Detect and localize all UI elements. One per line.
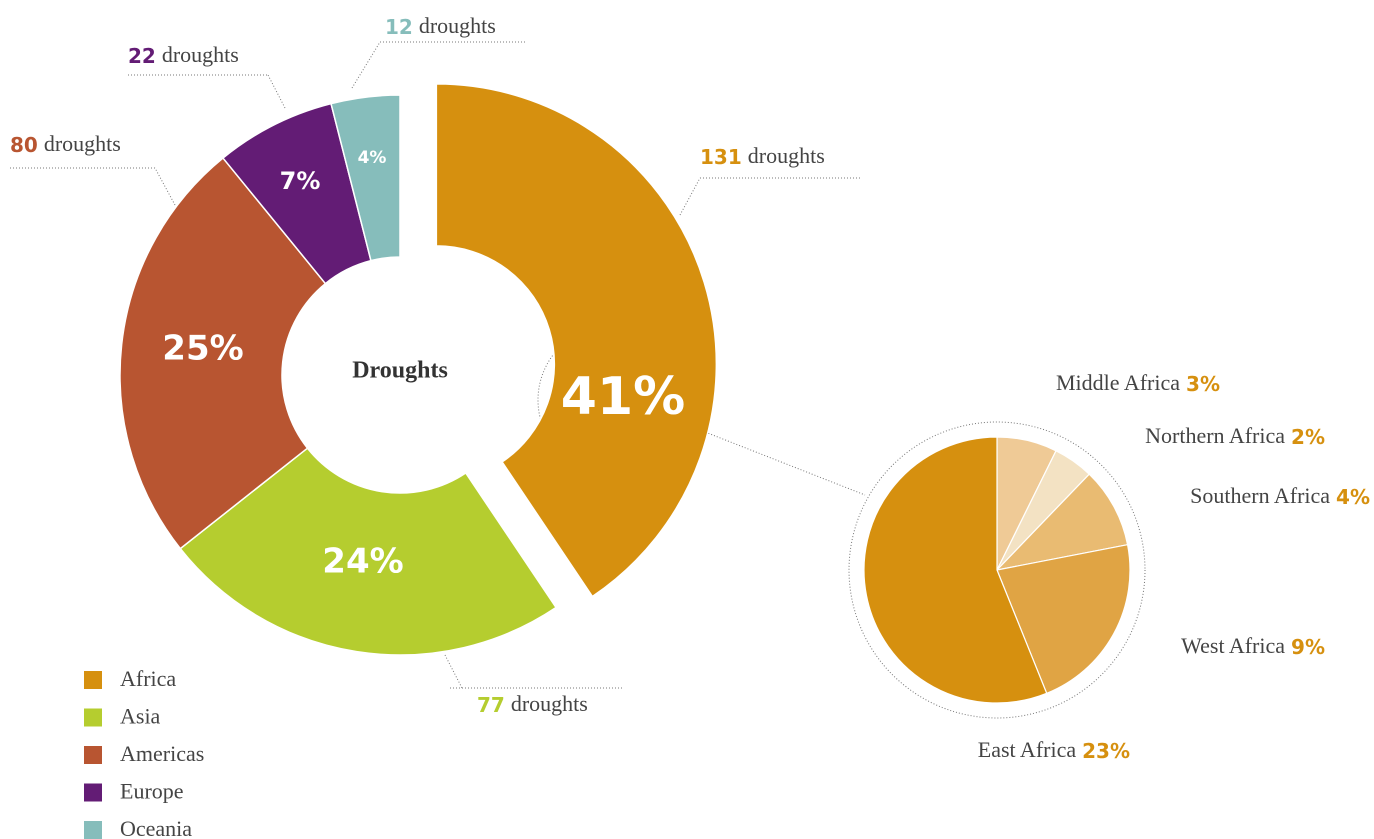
count-unit: droughts	[162, 42, 239, 67]
legend-swatch	[84, 671, 102, 689]
sub-name: East Africa	[978, 737, 1077, 762]
leader-line	[154, 167, 176, 206]
count-label: 22 droughts	[128, 42, 239, 67]
count-unit: droughts	[748, 143, 825, 168]
donut-slice	[179, 447, 558, 656]
legend-label: Europe	[120, 779, 184, 804]
leader-line	[444, 654, 463, 689]
sub-value: 3%	[1186, 372, 1220, 396]
legend-swatch	[84, 708, 102, 727]
legend-swatch	[84, 821, 102, 839]
legend-swatch	[84, 746, 102, 764]
sub-label: Northern Africa 2%	[1145, 423, 1325, 448]
percent-label: 25%	[162, 329, 243, 369]
count-label: 131 droughts	[700, 143, 825, 168]
sub-value: 2%	[1291, 425, 1325, 449]
count-value: 80	[10, 133, 38, 157]
center-label: Droughts	[352, 358, 448, 384]
count-unit: droughts	[511, 691, 588, 716]
percent-label: 41%	[561, 367, 685, 427]
count-value: 77	[477, 693, 505, 717]
sub-name: Southern Africa	[1190, 483, 1330, 508]
percent-label: 7%	[280, 167, 321, 195]
sub-name: Middle Africa	[1056, 370, 1180, 395]
callout-line	[699, 429, 866, 496]
count-value: 12	[385, 15, 413, 39]
donut-slice	[435, 83, 718, 598]
sub-label: Middle Africa 3%	[1056, 370, 1220, 395]
count-unit: droughts	[419, 13, 496, 38]
sub-pie-ring	[848, 421, 1146, 719]
sub-label: East Africa 23%	[978, 737, 1130, 762]
leader-line	[351, 41, 381, 89]
legend-label: Africa	[120, 666, 176, 691]
pie-slice	[996, 543, 1131, 695]
legend-label: Asia	[120, 704, 161, 729]
pie-slice	[995, 473, 1129, 571]
sub-value: 9%	[1291, 635, 1325, 659]
pie-slice	[863, 436, 1048, 704]
donut-slice	[330, 94, 401, 262]
count-label: 12 droughts	[385, 13, 496, 38]
percent-label: 4%	[358, 148, 387, 168]
sub-value: 4%	[1336, 485, 1370, 509]
sub-name: West Africa	[1181, 633, 1285, 658]
legend-swatch	[84, 783, 102, 802]
sub-name: Northern Africa	[1145, 423, 1285, 448]
count-unit: droughts	[44, 131, 121, 156]
legend-label: Oceania	[120, 816, 192, 839]
leader-line	[267, 74, 286, 109]
count-label: 77 droughts	[477, 691, 588, 716]
percent-label: 24%	[322, 542, 403, 582]
donut-slice	[119, 156, 327, 550]
sub-value: 23%	[1082, 739, 1130, 763]
count-value: 22	[128, 44, 156, 68]
legend-label: Americas	[120, 741, 204, 766]
sub-label: West Africa 9%	[1181, 633, 1325, 658]
count-value: 131	[700, 145, 742, 169]
sub-label: Southern Africa 4%	[1190, 483, 1370, 508]
leader-line	[679, 177, 701, 216]
count-label: 80 droughts	[10, 131, 121, 156]
